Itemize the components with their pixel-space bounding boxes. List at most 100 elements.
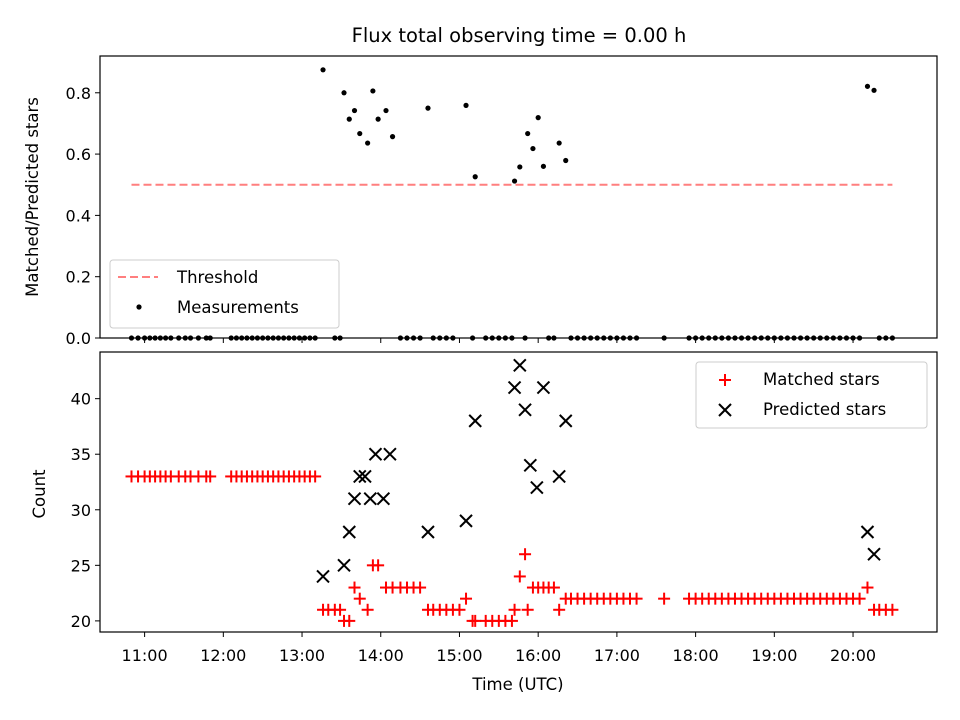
measurement-point xyxy=(563,157,569,164)
predicted-star-point xyxy=(536,380,551,395)
matched-star-point xyxy=(361,603,374,616)
predicted-star-point xyxy=(513,358,527,373)
matched-star-point xyxy=(861,581,874,594)
measurement-point xyxy=(346,116,352,122)
bottom-y-ticks: 20 25 30 35 40 xyxy=(71,390,100,631)
top-plot-frame xyxy=(99,55,938,339)
predicted-star-point xyxy=(559,414,573,428)
measurement-point xyxy=(463,102,469,108)
measurement-points xyxy=(128,67,895,341)
predicted-star-b xyxy=(342,525,356,539)
measurement-point xyxy=(517,164,523,170)
predicted-star-b xyxy=(353,469,367,484)
predicted-star-point xyxy=(316,569,330,584)
matched-star-point xyxy=(853,592,866,605)
bottom-legend: Matched stars Predicted stars xyxy=(695,361,928,429)
bottom-y-tick-label: 30 xyxy=(71,501,91,520)
matched-star-point xyxy=(521,603,534,616)
predicted-star-point xyxy=(867,547,881,561)
predicted-star-point xyxy=(459,514,473,528)
predicted-star-b xyxy=(459,514,473,528)
predicted-star-b xyxy=(383,447,397,461)
bottom-legend-box xyxy=(695,361,928,429)
predicted-legend-label: Predicted stars xyxy=(763,400,886,419)
matched-star-point xyxy=(508,603,521,616)
matched-star-point xyxy=(334,603,347,616)
predicted-star-b xyxy=(337,558,351,573)
measurement-point xyxy=(351,107,358,114)
matched-star-point xyxy=(519,548,532,561)
matched-star-point xyxy=(547,581,560,594)
measurements-legend-label: Measurements xyxy=(177,298,299,317)
measurement-point xyxy=(357,130,363,137)
predicted-star-b xyxy=(559,414,573,428)
predicted-star-b xyxy=(867,547,881,561)
measurement-point xyxy=(365,140,371,146)
predicted-star-point xyxy=(507,380,522,395)
bottom-x-tick-label: 11:00 xyxy=(122,646,168,665)
predicted-star-point xyxy=(421,525,435,539)
measurement-point xyxy=(511,178,518,184)
bottom-x-tick-label: 19:00 xyxy=(751,646,797,665)
predicted-star-b xyxy=(523,458,538,473)
matched-star-point xyxy=(309,470,322,483)
predicted-star-b xyxy=(530,480,544,495)
matched-star-point xyxy=(460,592,473,605)
matched-star-point xyxy=(372,559,385,572)
bottom-y-tick-label: 20 xyxy=(71,612,91,631)
matched-star-point xyxy=(553,603,566,616)
bottom-x-tick-label: 20:00 xyxy=(830,646,876,665)
top-y-tick-label: 0.6 xyxy=(66,145,91,164)
bottom-plot-frame xyxy=(99,351,938,633)
bottom-x-tick-label: 13:00 xyxy=(279,646,325,665)
matched-star-point xyxy=(353,592,366,605)
matched-legend-swatch xyxy=(719,374,731,386)
predicted-star-b xyxy=(316,569,330,584)
predicted-star-point xyxy=(358,469,372,484)
x-axis-label: Time (UTC) xyxy=(471,675,563,694)
predicted-star-b xyxy=(421,525,435,539)
measurement-point xyxy=(370,88,376,94)
top-y-tick-label: 0.8 xyxy=(66,84,91,103)
predicted-star-point xyxy=(337,558,351,573)
top-legend: Threshold Measurements xyxy=(109,259,340,329)
predicted-star-point xyxy=(468,414,482,428)
predicted-star-b xyxy=(347,491,362,506)
matched-star-point xyxy=(348,581,361,594)
matched-star-point xyxy=(204,470,217,483)
measurement-point xyxy=(389,134,396,140)
predicted-star-point xyxy=(383,447,397,461)
measurement-point xyxy=(425,105,431,111)
predicted-star-point xyxy=(376,491,391,506)
predicted-star-point xyxy=(530,480,544,495)
predicted-star-b xyxy=(363,491,377,506)
predicted-star-b xyxy=(518,403,532,417)
bottom-x-tick-label: 15:00 xyxy=(436,646,482,665)
top-panel: 0.00.20.40.60.8 Matched/Predicted stars … xyxy=(23,55,938,348)
bottom-x-tick-label: 17:00 xyxy=(594,646,640,665)
top-legend-box xyxy=(109,259,340,329)
top-y-tick-label: 0.0 xyxy=(66,329,91,348)
measurement-point xyxy=(871,87,877,93)
measurement-point xyxy=(864,83,871,89)
matched-star-point xyxy=(469,614,482,627)
bottom-y-axis-label: Count xyxy=(30,469,49,519)
matched-star-point xyxy=(505,614,518,627)
top-y-tick-label: 0.2 xyxy=(66,268,91,287)
predicted-star-b xyxy=(376,491,391,506)
bottom-x-tick-label: 14:00 xyxy=(358,646,404,665)
predicted-star-point xyxy=(342,525,356,539)
predicted-star-point xyxy=(860,525,875,539)
predicted-star-b xyxy=(358,469,372,484)
matched-stars-points xyxy=(125,470,899,627)
matched-star-point xyxy=(513,570,526,583)
predicted-star-b xyxy=(552,469,566,484)
matched-star-point xyxy=(886,603,899,616)
bottom-x-tick-label: 12:00 xyxy=(200,646,246,665)
predicted-star-point xyxy=(523,458,538,473)
matched-star-point xyxy=(658,592,671,605)
predicted-star-b xyxy=(536,380,551,395)
chart-title: Flux total observing time = 0.00 h xyxy=(352,24,687,47)
measurement-point xyxy=(540,163,547,169)
measurements-legend-swatch xyxy=(136,304,142,310)
